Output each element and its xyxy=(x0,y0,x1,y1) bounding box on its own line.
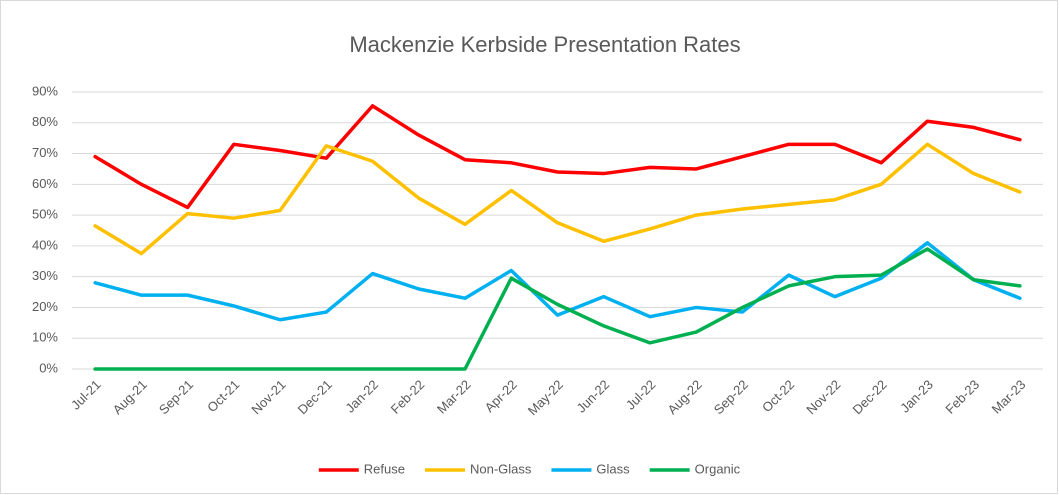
y-tick-label: 50% xyxy=(32,207,58,222)
y-tick-label: 60% xyxy=(32,176,58,191)
series-line xyxy=(93,241,1022,322)
legend-label: Organic xyxy=(695,461,741,476)
y-tick-label: 90% xyxy=(32,83,58,98)
chart-title: Mackenzie Kerbside Presentation Rates xyxy=(349,32,740,57)
series-line xyxy=(93,247,1022,371)
y-tick-label: 70% xyxy=(32,145,58,160)
y-tick-label: 0% xyxy=(39,360,58,375)
y-tick-label: 10% xyxy=(32,330,58,345)
legend-label: Non-Glass xyxy=(470,461,532,476)
series-line xyxy=(93,104,1022,210)
y-tick-label: 80% xyxy=(32,114,58,129)
series-line xyxy=(93,142,1022,256)
y-tick-label: 20% xyxy=(32,299,58,314)
y-tick-label: 40% xyxy=(32,237,58,252)
y-tick-label: 30% xyxy=(32,268,58,283)
legend-label: Glass xyxy=(596,461,630,476)
legend-label: Refuse xyxy=(364,461,405,476)
